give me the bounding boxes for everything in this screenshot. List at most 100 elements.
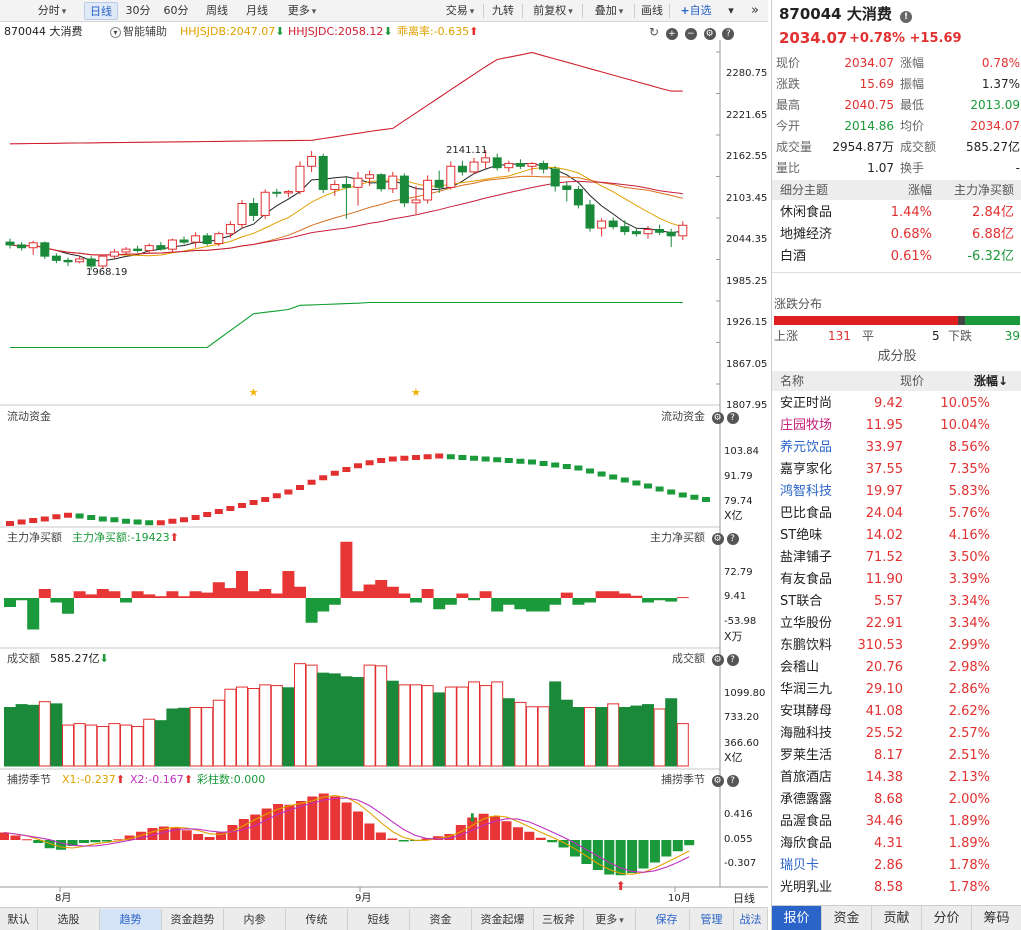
- collapse-right-icon[interactable]: »: [751, 3, 759, 18]
- bottom-tab-13[interactable]: 战法: [734, 909, 768, 930]
- bottom-tab-5[interactable]: 传统: [286, 909, 348, 930]
- season-bar-28: [318, 793, 329, 840]
- bottom-tab-1[interactable]: 选股: [38, 909, 100, 930]
- bottom-tab-10[interactable]: 更多: [584, 909, 636, 930]
- period-tab-timeshare[interactable]: 分时: [28, 2, 76, 20]
- netbuy-bar-21: [247, 591, 260, 598]
- volume-bar-23: [270, 685, 283, 767]
- period-more-dropdown[interactable]: 更多: [280, 2, 324, 20]
- bottom-tab-7[interactable]: 资金: [410, 909, 472, 930]
- trade-dropdown[interactable]: 交易: [438, 2, 482, 20]
- bottom-tab-3[interactable]: 资金趋势: [162, 909, 224, 930]
- bottom-tab-9[interactable]: 三板斧: [534, 909, 584, 930]
- settings-icon[interactable]: ⚙: [711, 412, 724, 424]
- adjust-dropdown[interactable]: 前复权: [528, 2, 578, 20]
- candle-57: [666, 228, 676, 248]
- bottom-tab-11[interactable]: 保存: [644, 909, 690, 930]
- info-icon[interactable]: !: [900, 11, 913, 23]
- component-row[interactable]: 罗莱生活 8.17 2.51%: [780, 748, 990, 763]
- component-row[interactable]: 东鹏饮料 310.53 2.99%: [780, 638, 990, 653]
- component-row[interactable]: 盐津铺子 71.52 3.50%: [780, 550, 990, 565]
- component-row[interactable]: 养元饮品 33.97 8.56%: [780, 440, 990, 455]
- component-row[interactable]: 首旅酒店 14.38 2.13%: [780, 770, 990, 785]
- overlay-dropdown[interactable]: 叠加: [587, 2, 631, 20]
- period-tab-monthly[interactable]: 月线: [246, 4, 268, 17]
- refresh-icon[interactable]: ↻: [649, 25, 660, 39]
- right-tab-2[interactable]: 贡献: [872, 906, 922, 930]
- kline-chart[interactable]: ★ ★ ⬇⬆: [0, 22, 768, 908]
- candle-0: [5, 238, 15, 249]
- period-tab-daily[interactable]: 日线: [84, 2, 118, 20]
- right-tab-1[interactable]: 资金: [822, 906, 872, 930]
- settings-icon[interactable]: ⚙: [711, 654, 724, 666]
- bottom-tab-4[interactable]: 内参: [224, 909, 286, 930]
- period-tab-weekly[interactable]: 周线: [206, 4, 228, 17]
- component-row[interactable]: 嘉亨家化 37.55 7.35%: [780, 462, 990, 477]
- component-row[interactable]: 会稽山 20.76 2.98%: [780, 660, 990, 675]
- season-bar-2: [21, 839, 32, 841]
- component-row[interactable]: 海融科技 25.52 2.57%: [780, 726, 990, 741]
- component-row[interactable]: ST联合 5.57 3.34%: [780, 594, 990, 609]
- volume-bar-56: [653, 708, 666, 767]
- settings-icon[interactable]: ⚙: [711, 533, 724, 545]
- right-tab-4[interactable]: 筹码: [972, 906, 1021, 930]
- component-row[interactable]: 瑞贝卡 2.86 1.78%: [780, 858, 990, 873]
- bottom-tab-12[interactable]: 管理: [690, 909, 734, 930]
- bottom-tab-6[interactable]: 短线: [348, 909, 410, 930]
- component-row[interactable]: 立华股份 22.91 3.34%: [780, 616, 990, 631]
- component-row[interactable]: 庄园牧场 11.95 10.04%: [780, 418, 990, 433]
- volume-bar-12: [143, 718, 156, 767]
- period-tab-60min[interactable]: 60分: [163, 4, 189, 17]
- flow-mark-4: [52, 514, 61, 520]
- season-bar-24: [273, 804, 284, 840]
- help-icon[interactable]: ?: [722, 28, 735, 40]
- component-row[interactable]: 承德露露 8.68 2.00%: [780, 792, 990, 807]
- theme-row[interactable]: 白酒 0.61% -6.32亿: [780, 249, 1014, 264]
- netbuy-title: 主力净买额: [7, 531, 62, 544]
- flow-mark-3: [40, 516, 49, 522]
- netbuy-tick-1: 72.79: [724, 567, 753, 578]
- component-row[interactable]: 光明乳业 8.58 1.78%: [780, 880, 990, 895]
- symbol-label: 870044 大消费: [4, 25, 83, 38]
- flow-mark-48: [562, 464, 571, 469]
- nine-turn-button[interactable]: 九转: [492, 4, 514, 17]
- right-tab-0[interactable]: 报价: [772, 906, 822, 930]
- settings-icon[interactable]: ⚙: [711, 775, 724, 787]
- component-row[interactable]: 鸿智科技 19.97 5.83%: [780, 484, 990, 499]
- right-tab-3[interactable]: 分价: [922, 906, 972, 930]
- component-row[interactable]: 安琪酵母 41.08 2.62%: [780, 704, 990, 719]
- help-icon[interactable]: ?: [726, 533, 739, 545]
- help-icon[interactable]: ?: [726, 775, 739, 787]
- assist-toggle[interactable]: ▾ 智能辅助: [110, 25, 167, 39]
- component-row[interactable]: 海欣食品 4.31 1.89%: [780, 836, 990, 851]
- draw-button[interactable]: 画线: [641, 4, 663, 17]
- period-tab-30min[interactable]: 30分: [125, 4, 151, 17]
- theme-row[interactable]: 休闲食品 1.44% 2.84亿: [780, 205, 1014, 220]
- sort-column[interactable]: 涨幅↓: [973, 374, 1008, 388]
- component-row[interactable]: 华润三九 29.10 2.86%: [780, 682, 990, 697]
- zoom-out-icon[interactable]: −: [684, 28, 697, 40]
- component-row[interactable]: 安正时尚 9.42 10.05%: [780, 396, 990, 411]
- flow-mark-9: [110, 517, 119, 523]
- candle-22: [260, 189, 270, 219]
- bottom-tab-8[interactable]: 资金起爆: [472, 909, 534, 930]
- volume-bar-24: [282, 687, 295, 767]
- bottom-tab-0[interactable]: 默认: [0, 909, 38, 930]
- chevron-down-icon[interactable]: ▾: [728, 4, 734, 17]
- component-row[interactable]: 品渥食品 34.46 1.89%: [780, 814, 990, 829]
- component-row[interactable]: ST绝味 14.02 4.16%: [780, 528, 990, 543]
- settings-icon[interactable]: ⚙: [703, 28, 716, 40]
- component-row[interactable]: 巴比食品 24.04 5.76%: [780, 506, 990, 521]
- help-icon[interactable]: ?: [726, 412, 739, 424]
- component-row[interactable]: 有友食品 11.90 3.39%: [780, 572, 990, 587]
- volume-bar-27: [317, 672, 330, 767]
- zoom-in-icon[interactable]: +: [665, 28, 678, 40]
- candle-42: [492, 153, 502, 171]
- bottom-tab-2[interactable]: 趋势: [100, 909, 162, 930]
- theme-row[interactable]: 地摊经济 0.68% 6.88亿: [780, 227, 1014, 242]
- candle-37: [434, 170, 444, 193]
- add-favorite-button[interactable]: +自选: [680, 4, 712, 17]
- help-icon[interactable]: ?: [726, 654, 739, 666]
- distribution-counts: 上涨 131 平 5 下跌 39: [774, 329, 1020, 343]
- netbuy-bar-53: [618, 593, 631, 598]
